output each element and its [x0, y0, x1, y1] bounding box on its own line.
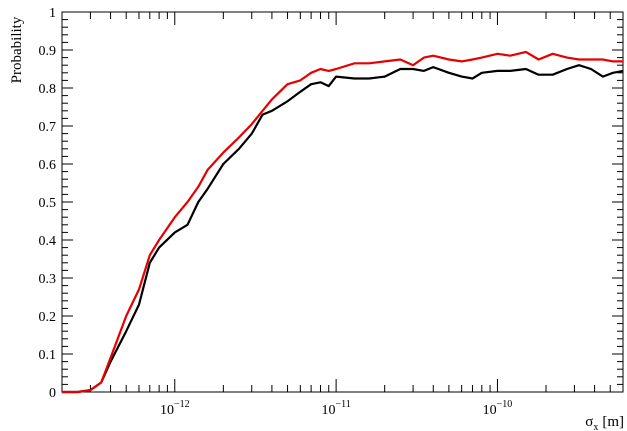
- x-tick-label: 10−10: [483, 399, 513, 418]
- series-line-2: [62, 50, 623, 394]
- y-tick-label: 0.8: [39, 82, 57, 97]
- x-axis-title-subscript: x: [593, 422, 598, 431]
- x-tick-label-base: 10: [321, 403, 335, 418]
- y-tick-label: 0.6: [39, 158, 57, 173]
- axis-ticks: [61, 11, 624, 393]
- x-tick-label-exponent: −10: [497, 399, 513, 410]
- x-axis-title-unit: [m]: [602, 414, 624, 430]
- y-axis-title: Probability: [9, 16, 25, 83]
- x-tick-label-base: 10: [160, 403, 174, 418]
- x-tick-label-exponent: −12: [174, 399, 190, 410]
- x-tick-label: 10−11: [321, 399, 350, 418]
- y-tick-label: 0: [49, 386, 56, 401]
- y-tick-label: 0.1: [39, 348, 57, 363]
- y-tick-label: 0.2: [39, 310, 57, 325]
- series-group: [62, 50, 624, 394]
- y-tick-label: 0.3: [39, 272, 57, 287]
- x-axis-title-symbol: σ: [585, 414, 593, 430]
- x-tick-label-base: 10: [483, 403, 497, 418]
- y-tick-label: 0.7: [39, 120, 57, 135]
- y-tick-label: 1: [49, 6, 56, 21]
- x-tick-label: 10−12: [160, 399, 190, 418]
- y-tick-label: 0.4: [39, 234, 57, 249]
- plot-frame: [61, 11, 624, 393]
- y-tick-label: 0.5: [39, 196, 57, 211]
- x-tick-label-exponent: −11: [335, 399, 350, 410]
- x-axis-title: σx [m]: [585, 414, 624, 431]
- y-tick-label: 0.9: [39, 44, 57, 59]
- series-line-1: [62, 64, 624, 394]
